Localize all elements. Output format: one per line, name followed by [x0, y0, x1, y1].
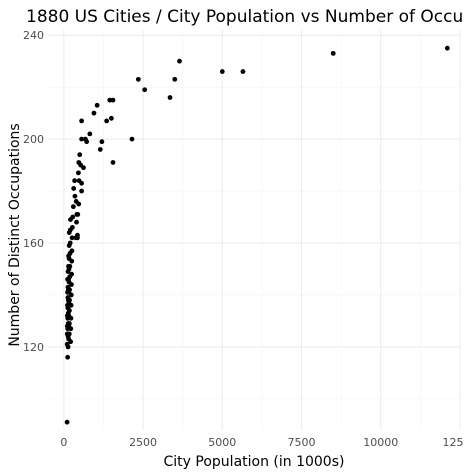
data-point	[66, 230, 72, 235]
y-axis-title: Number of Distinct Occupations	[7, 123, 23, 346]
data-point	[79, 180, 84, 186]
data-point	[87, 131, 93, 137]
x-axis-title: City Population (in 1000s)	[164, 454, 345, 470]
data-point	[76, 170, 81, 176]
data-point	[65, 289, 70, 295]
x-tick-label: 7500	[288, 436, 316, 449]
data-point	[129, 136, 135, 142]
data-point	[68, 217, 73, 223]
x-axis-ticks: 0 2500 5000 7500 10000 12500	[60, 436, 464, 449]
data-point	[65, 295, 71, 300]
data-point	[77, 152, 83, 158]
grid-lines	[48, 30, 461, 430]
data-point	[444, 45, 450, 51]
chart-title: 1880 US Cities / City Population vs Numb…	[26, 7, 464, 27]
data-point	[177, 58, 182, 64]
data-point	[64, 323, 70, 329]
data-point	[66, 263, 71, 269]
x-tick-label: 10000	[363, 436, 398, 449]
data-point	[65, 354, 71, 360]
data-point	[65, 284, 71, 290]
y-axis-ticks: 120 160 200 240	[23, 29, 44, 354]
y-tick-label: 240	[23, 29, 44, 42]
data-point	[104, 118, 110, 124]
data-point	[330, 50, 336, 56]
data-point	[108, 115, 114, 121]
data-point	[74, 212, 80, 217]
data-point	[142, 87, 148, 93]
x-tick-label: 5000	[208, 436, 236, 449]
data-point	[240, 69, 246, 74]
data-point	[94, 102, 100, 108]
data-point	[79, 118, 84, 124]
data-point	[172, 76, 178, 82]
data-point	[64, 341, 70, 347]
data-point	[70, 204, 76, 210]
data-point	[65, 302, 70, 308]
data-point	[74, 219, 79, 225]
data-point	[72, 178, 78, 184]
data-point	[64, 419, 70, 425]
data-point	[66, 243, 72, 248]
data-point	[79, 188, 84, 194]
data-point	[107, 97, 113, 103]
y-tick-label: 160	[23, 237, 44, 250]
x-tick-label: 0	[60, 436, 67, 449]
data-point	[71, 186, 77, 191]
data-point	[97, 147, 103, 152]
data-point	[79, 136, 84, 142]
data-point	[64, 313, 70, 319]
data-point	[110, 160, 116, 165]
data-point	[167, 95, 173, 100]
data-point	[69, 235, 75, 241]
y-tick-label: 200	[23, 133, 44, 146]
data-point	[219, 69, 225, 74]
data-point	[65, 269, 71, 274]
data-points	[64, 45, 450, 425]
data-point	[64, 331, 70, 337]
data-point	[76, 160, 82, 165]
data-point	[73, 199, 79, 204]
data-point	[99, 139, 105, 145]
data-point	[135, 76, 141, 82]
data-point	[84, 139, 90, 145]
x-tick-label: 12500	[443, 436, 464, 449]
data-point	[73, 235, 79, 241]
data-point	[66, 253, 71, 259]
data-point	[65, 276, 70, 282]
y-tick-label: 120	[23, 341, 44, 354]
data-point	[91, 110, 97, 116]
data-point	[72, 193, 78, 199]
x-tick-label: 2500	[129, 436, 157, 449]
